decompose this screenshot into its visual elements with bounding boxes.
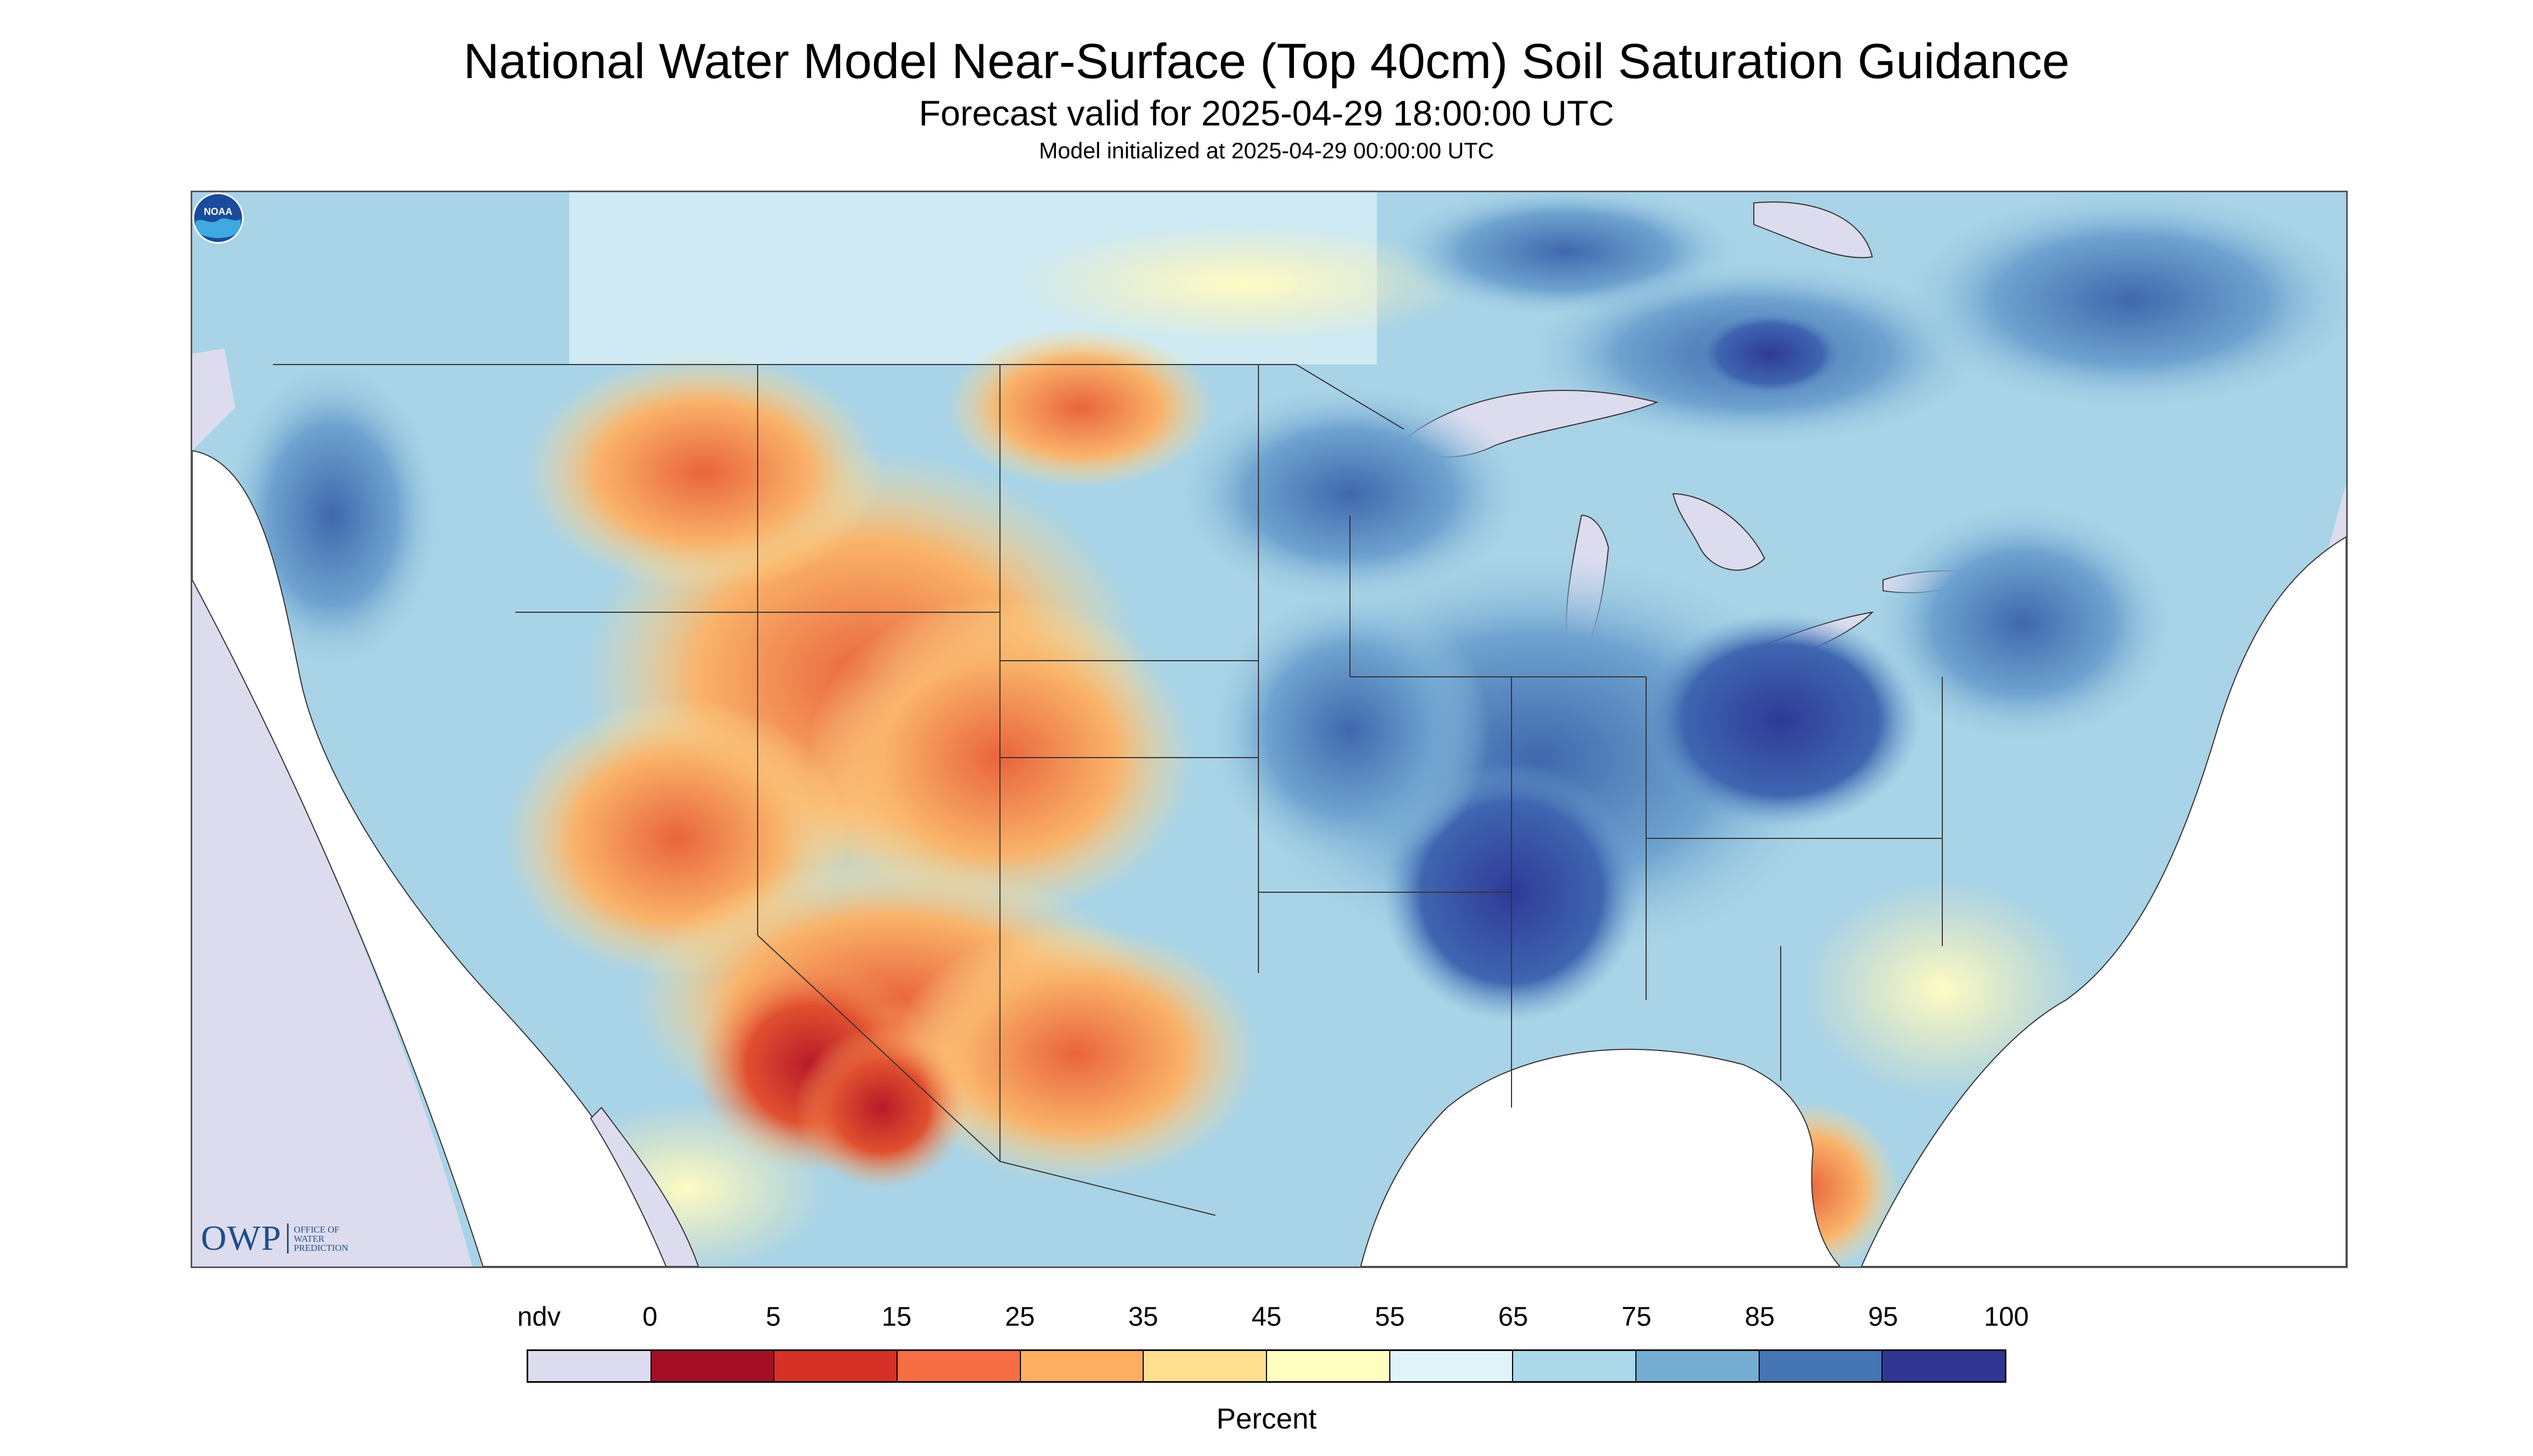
legend-tick-label-3: 15 (881, 1301, 912, 1332)
legend-tick-label-2: 5 (766, 1301, 781, 1332)
nodata-pacific-corner (192, 348, 235, 451)
owp-text-line-2: WATER (293, 1233, 325, 1244)
legend-swatch-6 (1267, 1351, 1390, 1381)
legend-tick-label-5: 35 (1128, 1301, 1158, 1332)
legend-tick-label-12: 100 (1984, 1301, 2029, 1332)
legend-swatch-1 (651, 1351, 775, 1381)
legend-swatch-5 (1144, 1351, 1268, 1381)
dry-north-plains (946, 327, 1215, 488)
legend-tick-label-11: 95 (1868, 1301, 1898, 1332)
owp-logo: OWP OFFICE OF WATER PREDICTION (201, 1218, 348, 1259)
chart-title: National Water Model Near-Surface (Top 4… (463, 34, 2070, 89)
boundary-lines (273, 364, 1943, 1216)
legend-tick-label-0: ndv (517, 1301, 561, 1332)
owp-logo-text: OFFICE OF WATER PREDICTION (294, 1225, 348, 1252)
forecast-valid-subtitle: Forecast valid for 2025-04-29 18:00:00 U… (919, 93, 1614, 133)
owp-text-line-1: OFFICE OF (293, 1224, 340, 1235)
legend-swatch-9 (1636, 1351, 1760, 1381)
wet-minnesota (1178, 386, 1522, 601)
noaa-logo-label: NOAA (204, 206, 233, 217)
legend-color-bar (527, 1349, 2006, 1383)
gulf-of-mexico (1360, 1048, 1841, 1266)
lake-nipigon (1753, 201, 1873, 258)
legend-tick-label-6: 45 (1251, 1301, 1282, 1332)
soil-saturation-map: OWP OFFICE OF WATER PREDICTION NOAA (191, 191, 2348, 1268)
model-init-text: Model initialized at 2025-04-29 00:00:00… (1039, 138, 1494, 163)
lake-huron (1672, 493, 1766, 571)
us-canada-border (273, 364, 1404, 430)
legend-tick-label-10: 85 (1745, 1301, 1775, 1332)
wet-plains-east (1210, 591, 1490, 871)
wet-northeast (1872, 505, 2174, 741)
legend-swatch-10 (1759, 1351, 1883, 1381)
legend-swatch-7 (1390, 1351, 1514, 1381)
noaa-logo-icon: NOAA (192, 192, 244, 244)
us-mexico-border (757, 935, 1216, 1216)
ontario-deep-wet (1695, 311, 1845, 397)
gulf-of-california (590, 1107, 699, 1266)
quebec-wet (1905, 192, 2346, 408)
legend-swatch-3 (898, 1351, 1021, 1381)
legend-tick-label-8: 65 (1498, 1301, 1528, 1332)
canada-pale-patch (1016, 225, 1468, 343)
hot-sinaloa-core (795, 1027, 968, 1188)
map-canvas (192, 192, 2346, 1266)
legend-tick-label-9: 75 (1621, 1301, 1652, 1332)
dry-west-texas (892, 925, 1258, 1183)
owp-text-line-3: PREDICTION (293, 1242, 348, 1253)
owp-logo-divider (286, 1223, 289, 1254)
dry-montana-idaho (526, 354, 881, 591)
legend-swatch-2 (774, 1351, 898, 1381)
legend-swatch-11 (1883, 1351, 2005, 1381)
legend-tick-label-4: 25 (1005, 1301, 1035, 1332)
legend-swatch-8 (1513, 1351, 1637, 1381)
legend-tick-label-1: 0 (642, 1301, 657, 1332)
nodata-west-region (192, 580, 472, 1266)
wet-ohio-valley (1641, 612, 1921, 828)
legend-tick-label-7: 55 (1375, 1301, 1405, 1332)
legend-swatch-0 (528, 1351, 652, 1381)
legend-swatch-4 (1020, 1351, 1144, 1381)
color-legend: ndv 0 5 15 25 35 45 55 65 75 85 95 100 (517, 1297, 2029, 1383)
legend-unit-label: Percent (1216, 1403, 1317, 1435)
atlantic-ocean (1860, 536, 2346, 1266)
owp-logo-mark: OWP (201, 1219, 282, 1258)
